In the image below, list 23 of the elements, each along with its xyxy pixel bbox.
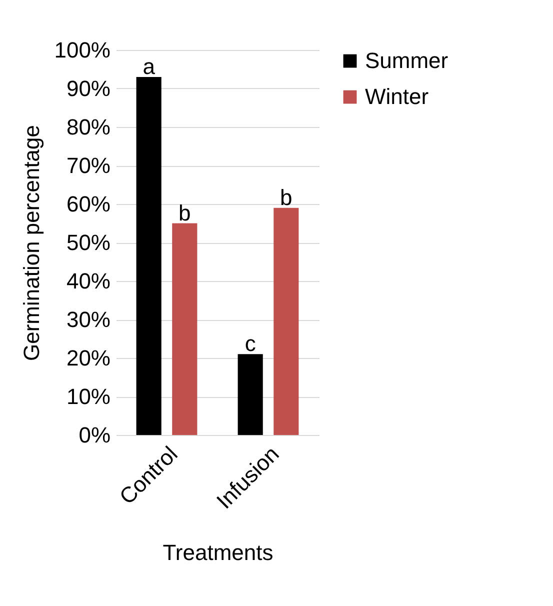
- y-tick-label: 80%: [66, 114, 110, 140]
- bar: [172, 223, 198, 435]
- y-tick-label: 30%: [66, 307, 110, 332]
- data-label: b: [280, 184, 292, 210]
- y-tick-label: 20%: [66, 346, 110, 370]
- y-tick-label: 10%: [66, 384, 110, 409]
- y-tick-label: 90%: [66, 76, 110, 101]
- bar: [238, 354, 263, 435]
- bar: [274, 208, 299, 435]
- y-axis-title: Germination percentage: [19, 124, 44, 362]
- legend-label: Winter: [365, 84, 429, 109]
- y-tick-label: 40%: [66, 268, 110, 294]
- data-label: b: [178, 200, 191, 226]
- legend-label: Summer: [365, 48, 448, 73]
- bar: [136, 76, 162, 435]
- y-tick-label: 50%: [66, 230, 110, 255]
- y-tick-label: 100%: [54, 38, 110, 62]
- data-label: c: [244, 331, 256, 356]
- y-tick-label: 0%: [78, 422, 110, 448]
- y-tick-label: 70%: [66, 153, 110, 178]
- y-tick-label: 60%: [66, 192, 110, 216]
- x-axis-title: Treatments: [162, 540, 274, 565]
- data-label: a: [142, 54, 156, 79]
